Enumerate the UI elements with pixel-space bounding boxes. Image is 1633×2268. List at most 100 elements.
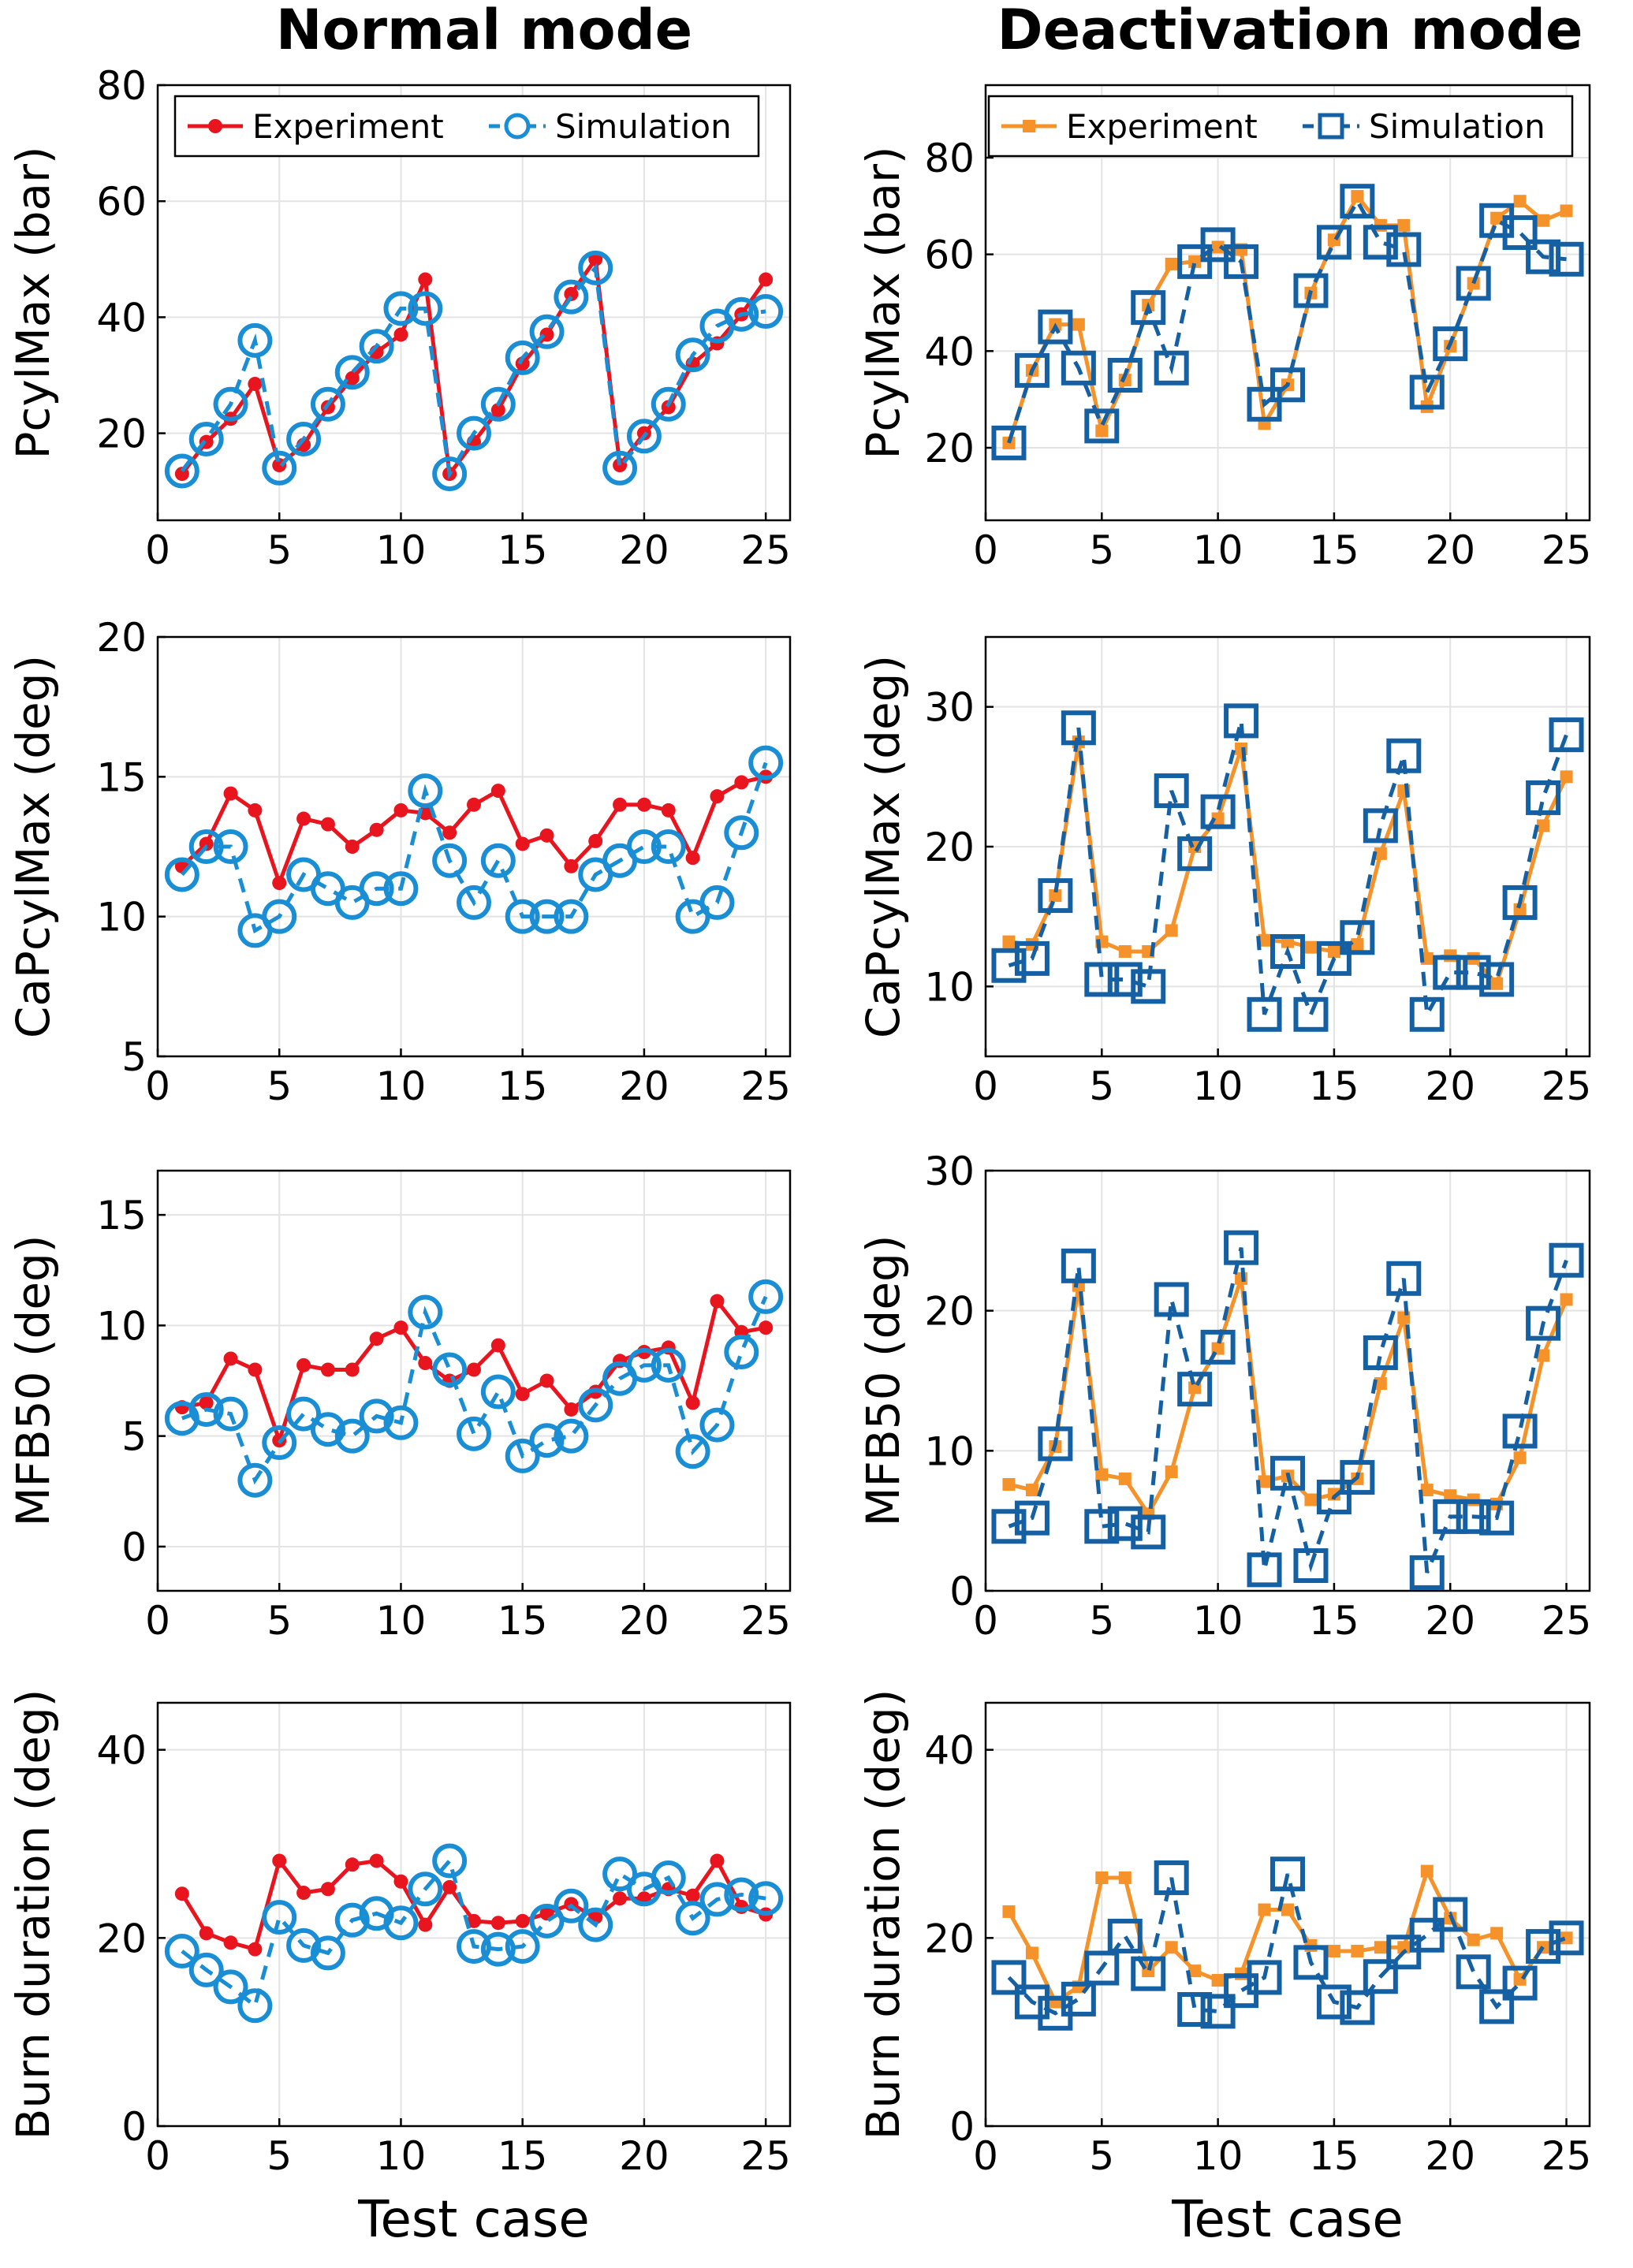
experiment-point (248, 803, 263, 817)
simulation-point (529, 1903, 565, 1938)
simulation-point (457, 1416, 491, 1451)
experiment-point (1095, 1468, 1109, 1481)
experiment-point (1211, 1342, 1225, 1355)
experiment-point (1537, 819, 1550, 832)
simulation-point (164, 453, 199, 489)
experiment-point (1002, 1477, 1016, 1491)
simulation-point (286, 1927, 322, 1963)
y-tick-label: 10 (96, 895, 147, 940)
simulation-point (1224, 1230, 1259, 1265)
experiment-point (515, 356, 530, 371)
experiment-point (1072, 318, 1085, 331)
simulation-point (1247, 1960, 1282, 1995)
axes-box (156, 1701, 792, 2128)
x-tick-label: 20 (619, 2133, 669, 2179)
x-tick-label: 0 (145, 2133, 170, 2179)
experiment-point (1258, 933, 1271, 947)
y-tick-label: 30 (924, 685, 975, 731)
simulation-point (1526, 780, 1561, 815)
y-tick-label: 40 (924, 1728, 975, 1774)
experiment-point (1258, 1475, 1271, 1488)
experiment-point (1165, 257, 1178, 270)
x-tick-label: 25 (1542, 527, 1592, 573)
experiment-point (320, 1882, 335, 1897)
simulation-point (1316, 940, 1352, 976)
experiment-point (418, 1356, 433, 1371)
x-tick-label: 0 (973, 1063, 998, 1109)
x-tick-label: 5 (267, 527, 292, 573)
experiment-point (661, 803, 676, 817)
simulation-point (1409, 1917, 1445, 1953)
experiment-point (296, 1357, 311, 1372)
x-tick-label: 20 (619, 1063, 669, 1109)
experiment-point (1397, 1941, 1411, 1954)
simulation-point (408, 1294, 443, 1330)
simulation-point (164, 857, 199, 892)
simulation-point (1061, 710, 1096, 746)
simulation-point (529, 314, 565, 349)
axes-box (984, 84, 1591, 522)
experiment-point (393, 327, 408, 342)
simulation-point (651, 386, 686, 422)
simulation-point (1456, 1499, 1491, 1534)
simulation-point (213, 386, 248, 422)
simulation-point (991, 948, 1027, 983)
simulation-point (310, 1935, 345, 1971)
experiment-point (1025, 1484, 1038, 1497)
y-tick-label: 60 (96, 179, 147, 225)
experiment-point (1513, 1451, 1527, 1465)
simulation-point (748, 1881, 784, 1916)
x-tick-label: 10 (376, 1598, 427, 1644)
y-tick-label: 60 (924, 233, 975, 278)
simulation-point (1177, 1992, 1213, 2028)
panel-deact-mfb50: 0 5 10 15 20 25 0 10 20 30 MFB50 (deg) (856, 1149, 1591, 1644)
simulation-point (1456, 955, 1491, 990)
simulation-point (1014, 352, 1050, 388)
simulation-point (1224, 703, 1259, 739)
simulation-point (1363, 1959, 1398, 1994)
experiment-point (588, 833, 603, 848)
simulation-point (1526, 1305, 1561, 1341)
simulation-point (1200, 1329, 1236, 1365)
legend: Experiment Simulation (987, 95, 1574, 158)
experiment-point (1165, 924, 1178, 937)
experiment-point (1118, 945, 1132, 958)
simulation-point (310, 1412, 345, 1447)
simulation-point (991, 1509, 1027, 1544)
x-tick-label: 0 (145, 527, 170, 573)
legend-simulation-marker (504, 113, 531, 140)
experiment-point (418, 1917, 433, 1932)
experiment-point (1537, 214, 1550, 227)
simulation-point (1363, 1335, 1398, 1370)
simulation-point (1456, 266, 1491, 301)
experiment-point (272, 876, 287, 891)
experiment-point (369, 1853, 384, 1868)
simulation-point (529, 1423, 565, 1458)
experiment-point (759, 272, 774, 287)
x-tick-label: 10 (1193, 527, 1243, 573)
experiment-point (393, 1320, 408, 1335)
x-tick-label: 0 (973, 2133, 998, 2179)
simulation-point (1154, 1282, 1189, 1317)
simulation-point (578, 1387, 613, 1423)
simulation-point (554, 1418, 589, 1454)
axes-box (984, 1169, 1591, 1592)
simulation-point (432, 1352, 468, 1387)
x-tick-label: 20 (1425, 2133, 1475, 2179)
simulation-point (480, 1374, 516, 1410)
simulation-point (334, 355, 370, 390)
x-tick-label: 15 (1309, 1063, 1359, 1109)
legend-simulation-marker (1318, 113, 1344, 140)
simulation-point (262, 1900, 297, 1935)
axes-box (984, 1701, 1591, 2128)
simulation-point (1131, 290, 1166, 326)
simulation-point (432, 1843, 468, 1879)
simulation-point (1386, 232, 1422, 267)
simulation-point (1061, 1248, 1096, 1283)
experiment-point (1188, 1964, 1202, 1978)
simulation-point (1061, 1981, 1096, 2017)
simulation-point (480, 386, 516, 422)
experiment-point (613, 1891, 628, 1906)
experiment-point (174, 1886, 189, 1901)
y-tick-label: 10 (924, 964, 975, 1010)
